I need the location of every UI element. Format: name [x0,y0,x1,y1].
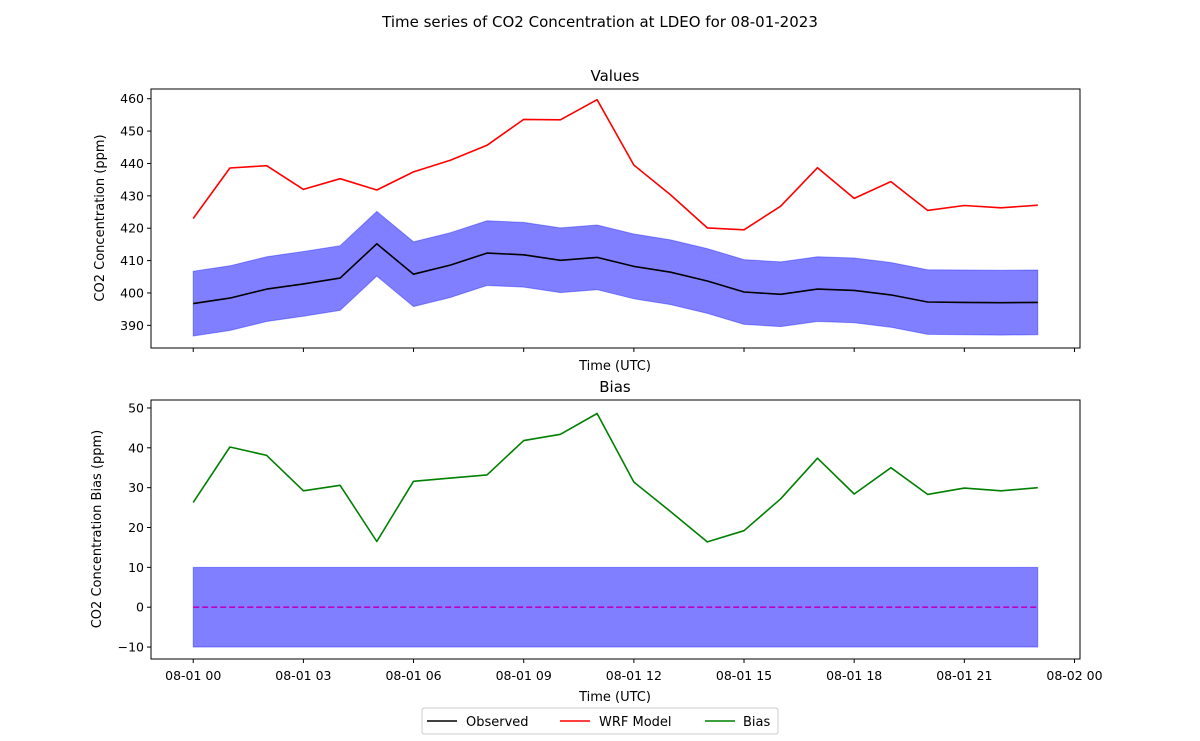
bias-x-tick-label: 08-01 12 [606,668,662,683]
legend-label-observed: Observed [466,715,529,730]
values-y-tick-label: 390 [120,318,144,333]
series-line-bias [192,412,1038,543]
bias-x-axis-label: Time (UTC) [578,690,651,705]
figure-title: Time series of CO2 Concentration at LDEO… [381,13,818,31]
values-y-tick-label: 400 [120,285,144,300]
legend-label-bias: Bias [743,715,770,730]
series-band-observed [192,210,1039,337]
bias-x-tick-label: 08-01 09 [496,668,552,683]
values-y-tick-label: 430 [120,188,144,203]
values-y-tick-label: 440 [120,156,144,171]
bias-x-tick-label: 08-01 18 [826,668,882,683]
bias-y-tick-label: −10 [118,640,144,655]
bias-y-tick-label: 40 [128,440,144,455]
values-y-tick-label: 410 [120,253,144,268]
bias-axes: −10 0 10 20 30 40 50 08-01 00 08-01 03 08-01 06 08… [118,399,1103,683]
series-line-observed [193,243,1038,305]
bias-y-tick-label: 0 [136,600,144,615]
values-y-tick-label: 460 [120,91,144,106]
chart-legend: Observed WRF Model Bias [421,707,779,735]
bias-x-tick-label: 08-01 06 [385,668,441,683]
bias-y-tick-label: 30 [128,480,144,495]
bias-y-axis-label: CO2 Concentration Bias (ppm) [90,430,105,629]
bias-x-tick-label: 08-01 15 [716,668,772,683]
values-axes: 390 400 410 420 430 440 450 460 [120,88,1081,352]
values-y-tick-label: 420 [120,221,144,236]
legend-frame [421,707,779,735]
bias-axes-title: Bias [599,378,631,396]
bias-x-tick-label: 08-02 00 [1046,668,1102,683]
values-y-tick-label: 450 [120,124,144,139]
values-y-axis-label: CO2 Concentration (ppm) [93,134,108,301]
bias-x-tick-label: 08-01 21 [936,668,992,683]
bias-y-tick-label: 10 [128,560,144,575]
values-axes-title: Values [590,67,639,85]
legend-label-wrf-model: WRF Model [599,715,672,730]
values-axes-frame [150,88,1081,349]
bias-x-tick-label: 08-01 00 [165,668,221,683]
bias-x-tick-label: 08-01 03 [275,668,331,683]
bias-y-tick-label: 20 [128,520,144,535]
bias-y-tick-label: 50 [128,400,144,415]
series-line-wrf-model [192,98,1038,231]
bias-axes-frame [150,399,1081,660]
values-x-axis-label: Time (UTC) [578,359,651,374]
